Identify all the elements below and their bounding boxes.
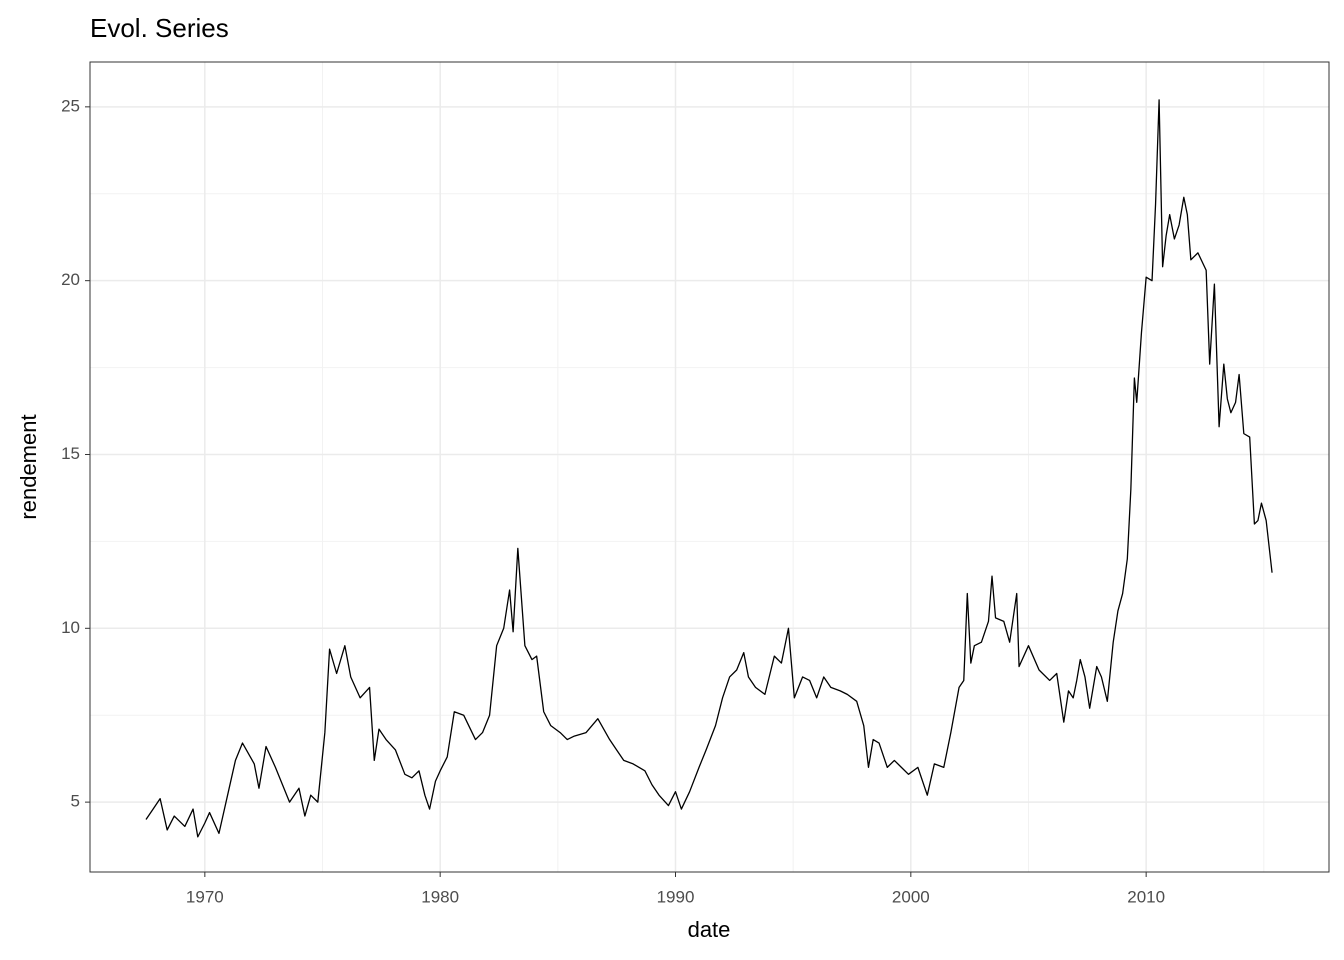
series-line xyxy=(145,99,1273,838)
x-axis-title: date xyxy=(688,917,731,942)
y-tick-label: 5 xyxy=(71,792,80,811)
chart-title: Evol. Series xyxy=(90,13,229,43)
y-tick-label: 10 xyxy=(61,618,80,637)
x-tick-label: 1980 xyxy=(421,887,459,906)
x-tick-label: 1970 xyxy=(186,887,224,906)
y-tick-label: 20 xyxy=(61,270,80,289)
y-tick-label: 15 xyxy=(61,444,80,463)
plot-border xyxy=(89,61,1330,873)
x-tick-label: 2000 xyxy=(892,887,930,906)
x-tick-label: 2010 xyxy=(1127,887,1165,906)
y-axis-title: rendement xyxy=(16,414,41,519)
y-tick-label: 25 xyxy=(61,96,80,115)
x-tick-label: 1990 xyxy=(657,887,695,906)
